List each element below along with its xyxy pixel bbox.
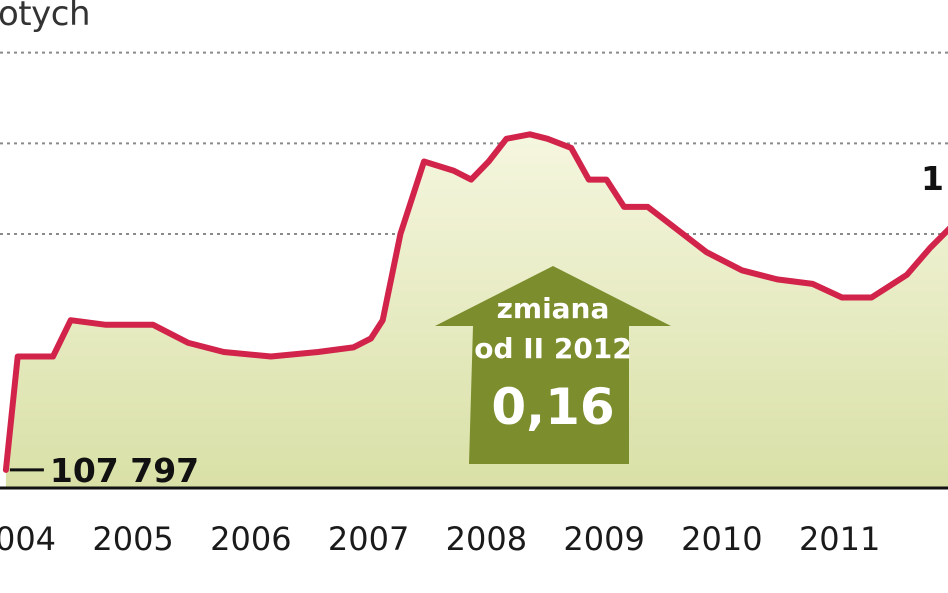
change-arrow: zmiana od II 2012 0,16 — [435, 266, 671, 464]
change-arrow-value: 0,16 — [491, 378, 614, 436]
x-tick-label: 2006 — [210, 520, 291, 558]
x-tick-label: 2005 — [92, 520, 173, 558]
change-arrow-line2: od II 2012 — [474, 332, 632, 365]
x-tick-label: 2008 — [446, 520, 527, 558]
annotations: 107 797 1 — [9, 159, 944, 490]
start-value-label: 107 797 — [50, 451, 199, 490]
x-tick-label: 2009 — [563, 520, 644, 558]
change-arrow-line1: zmiana — [497, 292, 610, 325]
change-arrow-shape — [435, 266, 671, 464]
x-tick-label: 2010 — [681, 520, 762, 558]
x-tick-label: 2007 — [328, 520, 409, 558]
unit-label: otych — [0, 0, 91, 34]
series-line — [2, 131, 948, 473]
x-tick-labels: 2004 2005 2006 2007 2008 2009 2010 2011 — [0, 520, 880, 558]
end-value-label: 1 — [921, 159, 944, 198]
x-tick-label: 2011 — [799, 520, 880, 558]
x-tick-label: 2004 — [0, 520, 56, 558]
